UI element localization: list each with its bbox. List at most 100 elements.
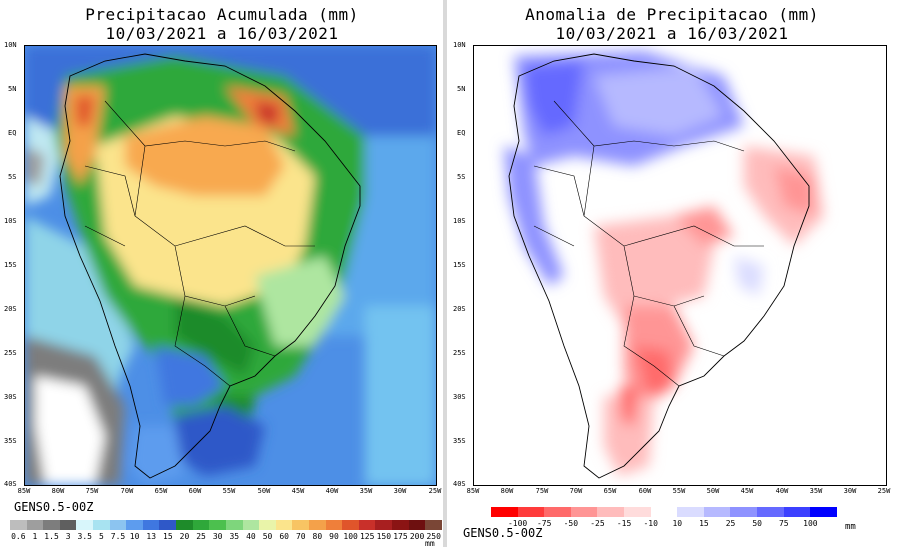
precipitation-colorbar: [10, 520, 442, 530]
colorbar-swatch: [650, 507, 678, 517]
lon-tick: 55W: [222, 487, 236, 495]
lon-tick: 45W: [740, 487, 754, 495]
lat-tick: 20S: [4, 305, 17, 313]
colorbar-label: 5: [98, 532, 104, 541]
colorbar-label: -15: [616, 519, 632, 528]
colorbar-label: 200: [409, 532, 425, 541]
colorbar-swatch: [109, 520, 127, 530]
lat-tick: 20S: [453, 305, 466, 313]
colorbar-label: 250: [426, 532, 441, 541]
precipitation-anomaly-map: [473, 45, 887, 486]
lon-tick: 85W: [17, 487, 31, 495]
colorbar-label: 10: [672, 519, 683, 528]
lon-tick: 35W: [359, 487, 373, 495]
right-title: Anomalia de Precipitacao (mm): [525, 5, 819, 24]
lon-tick: 85W: [466, 487, 480, 495]
model-label: GENS0.5-00Z: [14, 500, 94, 514]
colorbar-label: -100: [507, 519, 528, 528]
model-label: GENS0.5-00Z: [463, 526, 543, 540]
colorbar-swatch: [292, 520, 309, 530]
colorbar-swatch: [93, 520, 110, 530]
lat-tick: 35S: [453, 437, 466, 445]
lat-tick: 25S: [453, 349, 466, 357]
colorbar-label: 35: [229, 532, 240, 541]
precipitation-anomaly-panel: Anomalia de Precipitacao (mm) 10/03/2021…: [447, 0, 897, 547]
colorbar-swatch: [392, 520, 409, 530]
lon-tick: 55W: [672, 487, 686, 495]
lon-tick: 75W: [535, 487, 549, 495]
colorbar-swatch: [408, 520, 426, 530]
colorbar-swatch: [225, 520, 243, 530]
colorbar-swatch: [159, 520, 177, 530]
colorbar-swatch: [209, 520, 226, 530]
colorbar-label: 3.5: [77, 532, 92, 541]
lat-tick: 40S: [453, 480, 466, 488]
lon-tick: 80W: [51, 487, 65, 495]
colorbar-swatch: [242, 520, 260, 530]
lat-tick: 30S: [453, 393, 466, 401]
panel-divider: [443, 0, 447, 547]
colorbar-label: 3: [65, 532, 71, 541]
colorbar-swatch: [10, 520, 27, 530]
accumulated-precipitation-panel: Precipitacao Acumulada (mm) 10/03/2021 a…: [0, 0, 444, 548]
colorbar-swatch: [142, 520, 160, 530]
lon-tick: 70W: [120, 487, 134, 495]
colorbar-swatch: [126, 520, 143, 530]
colorbar-label: 50: [262, 532, 273, 541]
lat-tick: 15S: [453, 261, 466, 269]
colorbar-label: 75: [778, 519, 789, 528]
lat-tick: 10S: [453, 217, 466, 225]
colorbar-swatch: [259, 520, 276, 530]
colorbar-swatch: [677, 507, 704, 517]
right-date-range: 10/03/2021 a 16/03/2021: [555, 24, 789, 43]
lon-tick: 65W: [154, 487, 168, 495]
precipitation-colorbar-labels: 0.6 1 1.5 3 3.5 5 7.5 10 13 15 20 25 30 35 40 50 60 70 80 9…: [10, 532, 442, 542]
colorbar-swatch: [517, 507, 545, 517]
lat-tick: 30S: [4, 393, 17, 401]
precipitation-map-icon: [25, 46, 436, 485]
colorbar-swatch: [76, 520, 94, 530]
lon-tick: 30W: [393, 487, 407, 495]
lon-tick: 50W: [706, 487, 720, 495]
lon-tick: 60W: [188, 487, 202, 495]
colorbar-label: -75: [536, 519, 552, 528]
colorbar-label: 150: [376, 532, 392, 541]
lat-tick: 10N: [453, 41, 466, 49]
lat-tick: 5S: [8, 173, 17, 181]
accumulated-precipitation-map: [24, 45, 437, 486]
anomaly-colorbar-labels: -100 -75 -50 -25 -15 -10 10 15 25 50 75 100: [491, 519, 837, 529]
lon-tick: 35W: [809, 487, 823, 495]
colorbar-swatch: [703, 507, 731, 517]
colorbar-label: 0.6: [11, 532, 26, 541]
lon-tick: 65W: [603, 487, 617, 495]
colorbar-swatch: [810, 507, 837, 517]
lon-tick: 30W: [843, 487, 857, 495]
colorbar-swatch: [597, 507, 625, 517]
colorbar-label: -25: [590, 519, 605, 528]
lon-tick: 40W: [325, 487, 339, 495]
colorbar-swatch: [308, 520, 326, 530]
anomaly-colorbar: [491, 507, 837, 517]
colorbar-swatch: [59, 520, 77, 530]
lat-tick: 10S: [4, 217, 17, 225]
lat-tick: 15S: [4, 261, 17, 269]
colorbar-label: 1.5: [44, 532, 59, 541]
colorbar-label: 30: [212, 532, 223, 541]
lat-tick: 5N: [457, 85, 466, 93]
colorbar-swatch: [730, 507, 758, 517]
colorbar-label: 7.5: [110, 532, 126, 541]
colorbar-label: 15: [699, 519, 709, 528]
colorbar-label: 10: [129, 532, 140, 541]
lat-tick: 40S: [4, 480, 17, 488]
left-unit: mm: [425, 539, 435, 548]
lat-tick: EQ: [8, 129, 17, 137]
colorbar-swatch: [358, 520, 376, 530]
colorbar-label: 100: [343, 532, 358, 541]
colorbar-swatch: [757, 507, 784, 517]
left-title: Precipitacao Acumulada (mm): [85, 5, 359, 24]
colorbar-swatch: [275, 520, 293, 530]
lon-tick: 75W: [85, 487, 99, 495]
colorbar-swatch: [176, 520, 193, 530]
lat-tick: 5N: [8, 85, 17, 93]
colorbar-swatch: [570, 507, 598, 517]
